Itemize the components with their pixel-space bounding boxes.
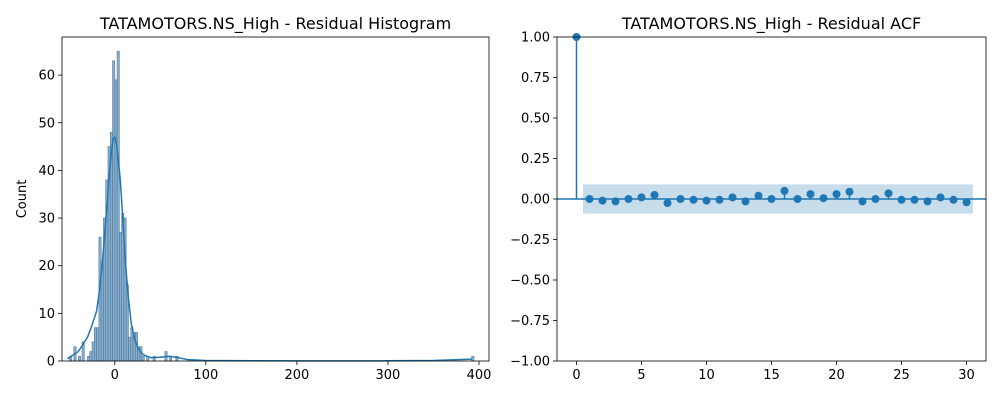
acf-point	[689, 195, 698, 204]
y-tick-label: 0.50	[521, 112, 550, 127]
x-tick-label: 30	[958, 368, 975, 383]
acf-point	[624, 195, 633, 203]
histogram-bar	[119, 232, 122, 362]
histogram-axes-frame	[61, 36, 490, 362]
acf-point	[910, 195, 919, 204]
acf-point	[741, 197, 750, 206]
histogram-bar	[100, 265, 104, 362]
acf-point	[858, 197, 867, 206]
acf-point	[676, 195, 685, 203]
histogram-y-ticks: 0 10 20 30 40 50 60	[38, 69, 62, 370]
histogram-bar	[128, 336, 132, 362]
acf-title: TATAMOTORS.NS_High - Residual ACF	[621, 14, 921, 34]
histogram-panel: TATAMOTORS.NS_High - Residual Histogram …	[15, 14, 491, 383]
y-tick-label: −0.25	[510, 233, 550, 248]
acf-point	[780, 186, 789, 195]
x-tick-label: 15	[763, 368, 780, 383]
x-tick-label: 10	[698, 368, 715, 383]
y-tick-label: 20	[38, 259, 55, 274]
y-tick-label: 60	[38, 69, 55, 84]
y-tick-label: 0.25	[521, 152, 550, 167]
histogram-bar	[141, 355, 145, 362]
acf-point	[585, 195, 594, 203]
acf-point	[754, 191, 763, 200]
x-tick-label: 300	[376, 368, 401, 383]
x-tick-label: 100	[193, 368, 218, 383]
acf-point	[897, 195, 906, 204]
acf-panel: TATAMOTORS.NS_High - Residual ACF 0 5 10 15…	[510, 14, 987, 383]
acf-point	[884, 189, 893, 198]
acf-point	[650, 190, 659, 199]
acf-point	[728, 193, 737, 202]
y-tick-label: −1.00	[510, 355, 550, 370]
acf-point	[923, 197, 932, 206]
y-tick-label: −0.50	[510, 274, 550, 289]
y-tick-label: 0.75	[521, 71, 550, 86]
acf-point	[702, 196, 711, 205]
acf-point	[832, 190, 841, 199]
histogram-title: TATAMOTORS.NS_High - Residual Histogram	[99, 14, 451, 34]
acf-x-ticks: 0 5 10 15 20 25 30	[572, 361, 975, 383]
y-tick-label: 0.00	[521, 193, 550, 208]
x-tick-label: 20	[828, 368, 845, 383]
histogram-x-ticks: 0 100 200 300 400	[111, 361, 492, 383]
y-tick-label: −0.75	[510, 314, 550, 329]
histogram-bar	[116, 50, 120, 362]
y-tick-label: 40	[38, 164, 55, 179]
acf-stems	[572, 33, 971, 208]
x-tick-label: 200	[284, 368, 309, 383]
histogram-bar	[471, 355, 475, 362]
y-tick-label: 50	[38, 116, 55, 131]
acf-point	[806, 190, 815, 199]
histogram-bar	[98, 236, 102, 362]
histogram-bar	[114, 79, 118, 362]
acf-y-ticks: −1.00 −0.75 −0.50 −0.25 0.00 0.25 0.50 0.75 1.00	[510, 31, 557, 370]
acf-point	[949, 195, 958, 204]
histogram-bar	[112, 60, 116, 362]
acf-point	[715, 195, 724, 204]
acf-point	[962, 198, 971, 207]
acf-point	[793, 195, 802, 203]
acf-point	[871, 195, 880, 203]
histogram-bar	[94, 327, 97, 362]
kde-curve	[67, 135, 472, 362]
acf-point	[598, 196, 607, 205]
x-tick-label: 400	[467, 368, 492, 383]
acf-axes-frame	[556, 36, 987, 362]
x-tick-label: 0	[111, 368, 119, 383]
x-tick-label: 0	[572, 368, 580, 383]
acf-point	[936, 193, 945, 202]
acf-point	[611, 197, 620, 206]
acf-point	[663, 199, 672, 208]
y-tick-label: 30	[38, 212, 55, 227]
acf-point	[845, 187, 854, 196]
x-tick-label: 25	[893, 368, 910, 383]
y-tick-label: 0	[47, 355, 55, 370]
acf-point	[819, 194, 828, 203]
y-tick-label: 1.00	[521, 31, 550, 46]
x-tick-label: 5	[637, 368, 645, 383]
histogram-bar	[91, 341, 95, 362]
histogram-y-axis-label: Count	[15, 180, 30, 219]
histogram-bar	[89, 351, 93, 362]
acf-point	[637, 193, 646, 202]
y-tick-label: 10	[38, 307, 55, 322]
histogram-bar	[87, 355, 91, 362]
histogram-bar	[78, 355, 81, 362]
acf-point	[767, 195, 776, 203]
histogram-bar	[96, 327, 100, 362]
histogram-bars	[68, 50, 475, 362]
